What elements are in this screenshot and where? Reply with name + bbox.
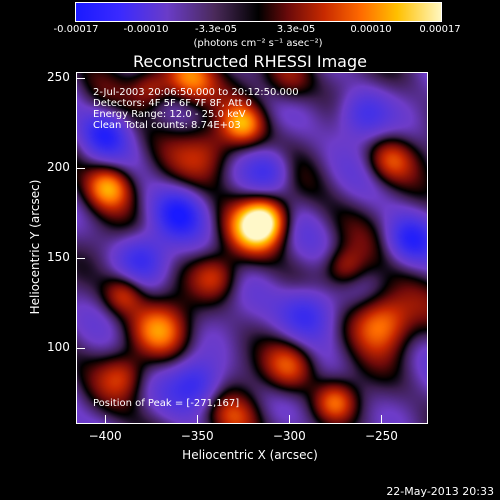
x-axis-label: Heliocentric X (arcsec): [182, 448, 318, 462]
peak-position-annotation: Position of Peak = [-271,167]: [93, 398, 240, 409]
colorbar-tick-label: 3.3e-05: [276, 24, 316, 35]
x-tick-mark: [380, 415, 382, 423]
heatmap-image: [77, 73, 427, 423]
x-tick-label: −350: [180, 429, 214, 443]
y-tick-mark: [77, 78, 85, 80]
colorbar-tick-label: 0.00017: [419, 24, 461, 35]
x-tick-label: −400: [88, 429, 122, 443]
y-tick-label: 150: [47, 249, 70, 264]
x-tick-mark: [288, 415, 290, 423]
colorbar-units: (photons cm⁻² s⁻¹ asec⁻²): [193, 38, 323, 49]
colorbar: [75, 2, 442, 22]
x-tick-label: −300: [272, 429, 306, 443]
colorbar-tick-label: -0.00010: [123, 24, 169, 35]
y-tick-mark: [77, 257, 85, 259]
footer-timestamp: 22-May-2013 20:33: [386, 485, 494, 498]
chart-title: Reconstructed RHESSI Image: [133, 52, 367, 71]
x-tick-mark: [196, 415, 198, 423]
y-tick-label: 200: [47, 160, 70, 175]
detectors-annotation: Detectors: 4F 5F 6F 7F 8F, Att 0: [93, 98, 253, 109]
method-annotation: Clean Total counts: 8.74E+03: [93, 120, 241, 131]
y-axis-label: Heliocentric Y (arcsec): [28, 179, 42, 315]
y-tick-mark: [77, 168, 85, 170]
energy-range-annotation: Energy Range: 12.0 - 25.0 keV: [93, 109, 246, 120]
x-tick-label: −250: [364, 429, 398, 443]
colorbar-tick-label: -3.3e-05: [195, 24, 237, 35]
colorbar-tick-label: -0.00017: [53, 24, 99, 35]
colorbar-tick-label: 0.00010: [350, 24, 392, 35]
y-tick-label: 250: [47, 70, 70, 85]
y-tick-label: 100: [47, 339, 70, 354]
y-tick-mark: [77, 347, 85, 349]
time-range-annotation: 2-Jul-2003 20:06:50.000 to 20:12:50.000: [93, 87, 299, 98]
x-tick-mark: [104, 415, 106, 423]
plot-area: 2-Jul-2003 20:06:50.000 to 20:12:50.000 …: [76, 72, 428, 424]
